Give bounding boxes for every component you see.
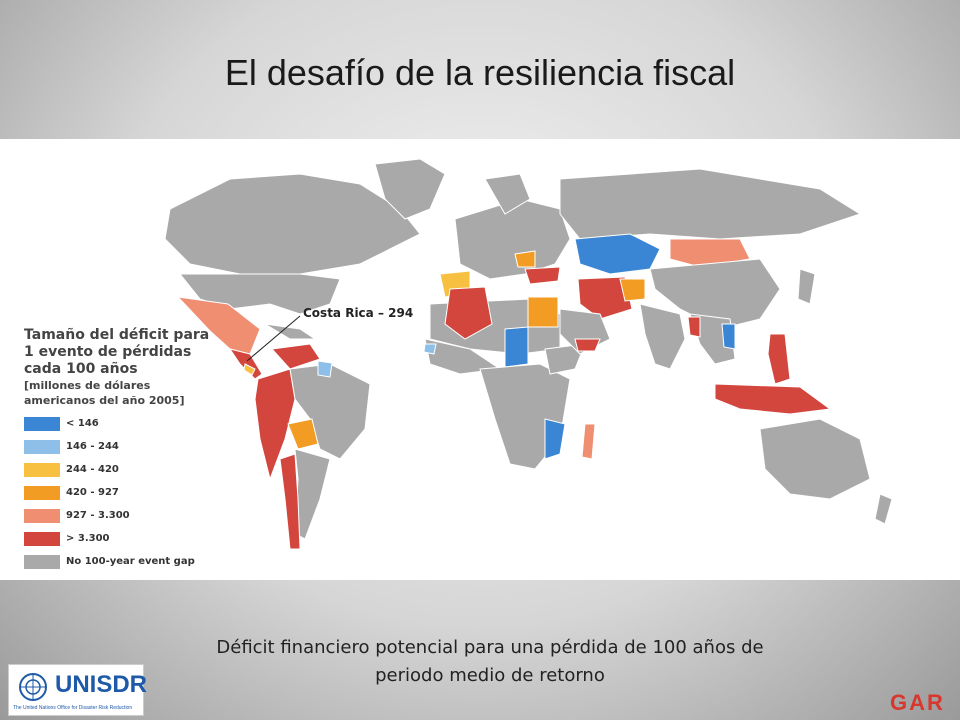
region-greenland [374,158,446,220]
region-algeria [444,286,493,340]
region-russia [559,168,862,240]
un-emblem-icon [19,673,47,701]
legend-item: 146 - 244 [24,435,214,458]
legend-title: Tamaño del déficit para 1 evento de pérd… [24,327,210,377]
region-bolivia [287,418,319,450]
legend-label: 927 - 3.300 [66,510,130,521]
region-canada [164,173,421,275]
costa-rica-annotation: Costa Rica – 294 [303,306,414,320]
region-indonesia [714,383,832,415]
legend-label: 244 - 420 [66,464,119,475]
legend-label: < 146 [66,418,99,429]
legend-items: < 146 146 - 244 244 - 420 420 - 927 927 - 3.… [24,412,214,573]
region-guiana [317,360,333,378]
legend-swatch [24,462,60,477]
legend-swatch [24,554,60,569]
legend-label: 420 - 927 [66,487,119,498]
map-caption: Déficit financiero potencial para una pé… [190,634,790,690]
legend-item: 244 - 420 [24,458,214,481]
legend-item: < 146 [24,412,214,435]
region-venezuela [270,343,321,370]
unisdr-tagline: The United Nations Office for Disaster R… [13,705,133,711]
region-mozambique [544,418,566,460]
region-turkey [524,266,561,285]
legend-swatch [24,439,60,454]
region-senegal [423,343,437,355]
region-chile [279,453,301,550]
region-argentina [294,448,331,540]
legend-label: 146 - 244 [66,441,119,452]
region-costa-rica [243,363,256,376]
legend-swatch [24,508,60,523]
legend-label: No 100-year event gap [66,556,195,567]
region-laos [721,323,736,350]
region-caribbean [264,323,317,340]
region-myanmar [687,316,701,338]
legend-swatch [24,531,60,546]
region-japan [797,268,816,305]
legend-item: No 100-year event gap [24,550,214,573]
world-map [164,158,893,550]
legend-subtitle: [millones de dólares americanos del año … [24,379,185,407]
region-brazil [289,363,371,460]
legend-item: 420 - 927 [24,481,214,504]
legend-label: > 3.300 [66,533,110,544]
legend-item: > 3.300 [24,527,214,550]
region-west-africa [424,338,502,375]
region-scandinavia [484,173,531,215]
region-europe [454,198,571,280]
region-sudan [504,326,529,368]
region-egypt [527,296,559,328]
region-philippines [767,333,791,385]
unisdr-logo-text: UNISDR [55,671,148,698]
map-legend: Tamaño del déficit para 1 evento de pérd… [24,327,214,573]
gar-brand-logo: GAR [890,690,945,715]
region-australia [759,418,871,500]
caption-line-2: periodo medio de retorno [375,665,605,686]
caption-line-1: Déficit financiero potencial para una pé… [216,637,764,658]
costa-rica-leader-line [246,315,301,362]
slide-title: El desafío de la resiliencia fiscal [224,52,736,93]
legend-item: 927 - 3.300 [24,504,214,527]
region-afghanistan [619,278,646,302]
region-china [649,258,781,330]
region-madagascar [581,423,596,460]
region-india [639,303,686,370]
region-yemen [574,338,601,352]
legend-swatch [24,416,60,431]
region-iran [577,276,633,320]
region-kazakhstan [574,233,661,275]
world-map-panel [0,139,960,580]
unisdr-logo: UNISDR The United Nations Office for Dis… [8,664,148,716]
legend-swatch [24,485,60,500]
region-new-zealand [874,493,893,525]
region-balkans [514,250,536,268]
